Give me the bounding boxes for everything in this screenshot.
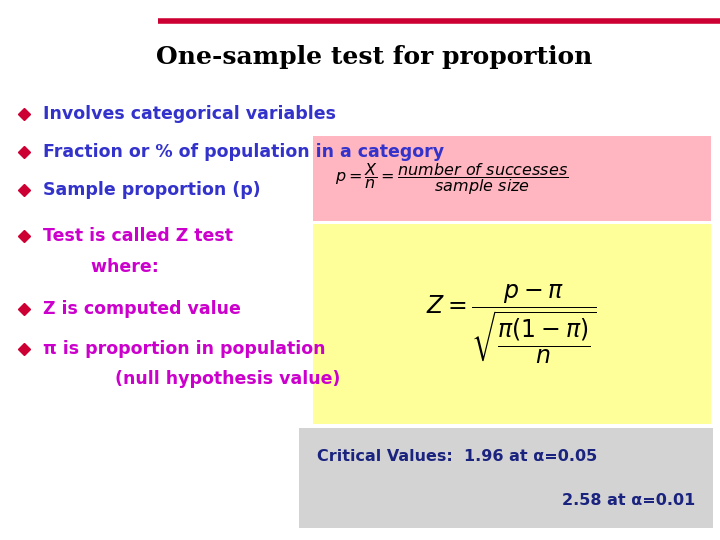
Text: $p = \dfrac{X}{n} = \dfrac{\mathit{number\ of\ successes}}{\mathit{sample\ size}: $p = \dfrac{X}{n} = \dfrac{\mathit{numbe…: [335, 161, 568, 197]
FancyBboxPatch shape: [313, 136, 711, 221]
Text: One-sample test for proportion: One-sample test for proportion: [156, 45, 593, 69]
Text: Involves categorical variables: Involves categorical variables: [43, 105, 336, 124]
FancyBboxPatch shape: [299, 428, 713, 528]
Text: 2.58 at α=0.01: 2.58 at α=0.01: [562, 492, 695, 508]
Text: π is proportion in population: π is proportion in population: [43, 340, 325, 359]
Text: Critical Values:  1.96 at α=0.05: Critical Values: 1.96 at α=0.05: [317, 449, 597, 464]
Text: (null hypothesis value): (null hypothesis value): [43, 370, 341, 388]
FancyBboxPatch shape: [313, 224, 711, 424]
Text: Z is computed value: Z is computed value: [43, 300, 241, 318]
Text: Sample proportion (p): Sample proportion (p): [43, 181, 261, 199]
Text: Fraction or % of population in a category: Fraction or % of population in a categor…: [43, 143, 444, 161]
Text: Test is called Z test: Test is called Z test: [43, 227, 233, 245]
Text: where:: where:: [43, 258, 159, 276]
Text: $Z = \dfrac{p - \pi}{\sqrt{\dfrac{\pi(1-\pi)}{n}}}$: $Z = \dfrac{p - \pi}{\sqrt{\dfrac{\pi(1-…: [426, 282, 596, 366]
